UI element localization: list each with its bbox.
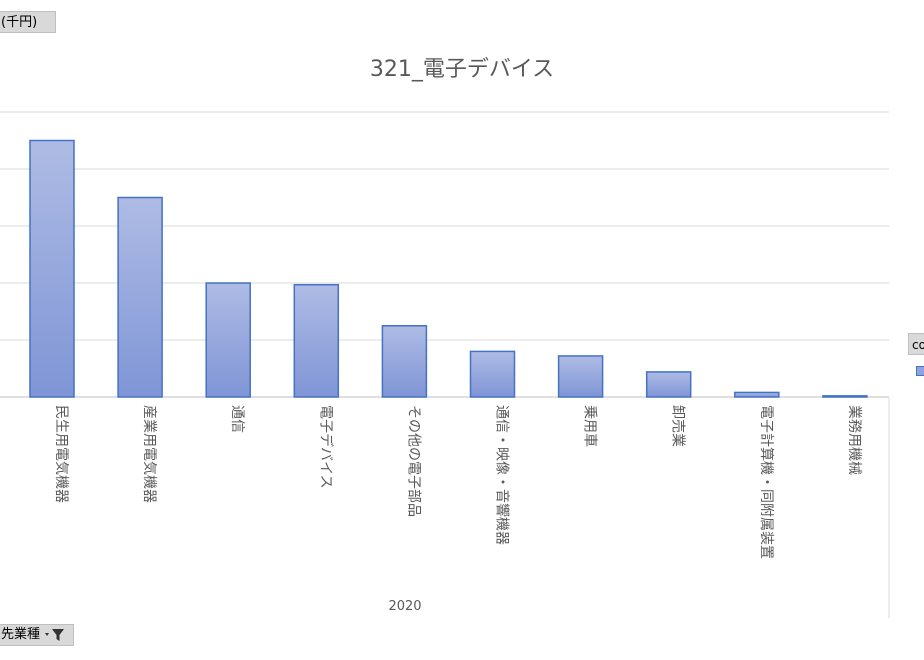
bar-4[interactable] bbox=[293, 283, 340, 398]
bar-10[interactable] bbox=[822, 395, 868, 398]
row-field-label: 先業種 bbox=[1, 627, 41, 642]
bar-6[interactable] bbox=[469, 350, 516, 398]
category-labels: 民生用電気機器 産業用電気機器 通信 電子デバイス その他の電子部品 通信・映像・音響機器… bbox=[53, 405, 862, 559]
category-label-4: 電子デバイス bbox=[317, 405, 334, 489]
filter-dropdown-icon[interactable] bbox=[44, 627, 66, 643]
legend-field-button[interactable]: co bbox=[908, 333, 924, 355]
legend-swatch bbox=[916, 366, 924, 376]
bar-9[interactable] bbox=[734, 391, 780, 398]
category-label-3: 通信 bbox=[229, 405, 245, 433]
category-label-2: 産業用電気機器 bbox=[141, 405, 157, 503]
bar-2[interactable] bbox=[117, 196, 163, 398]
category-label-1: 民生用電気機器 bbox=[53, 405, 69, 503]
category-label-5: その他の電子部品 bbox=[405, 405, 421, 517]
bar-1[interactable] bbox=[29, 139, 75, 398]
bar-7[interactable] bbox=[557, 355, 604, 398]
x-axis-title: 2020 bbox=[388, 599, 421, 614]
chart-title: 321_電子デバイス bbox=[370, 57, 554, 82]
bar-5[interactable] bbox=[381, 325, 428, 398]
category-label-10: 業務用機械 bbox=[846, 405, 862, 475]
category-label-8: 卸売業 bbox=[670, 405, 686, 447]
category-label-7: 乗用車 bbox=[582, 405, 599, 447]
bar-8[interactable] bbox=[645, 371, 692, 398]
bar-3[interactable] bbox=[205, 282, 251, 398]
bars bbox=[29, 139, 868, 398]
legend-label: co bbox=[912, 338, 924, 352]
value-field-button[interactable]: (千円) bbox=[0, 11, 56, 33]
category-label-9: 電子計算機・同附属装置 bbox=[758, 405, 774, 559]
value-field-label: (千円) bbox=[1, 15, 38, 30]
row-field-button[interactable]: 先業種 bbox=[0, 624, 74, 646]
category-label-6: 通信・映像・音響機器 bbox=[494, 405, 511, 545]
